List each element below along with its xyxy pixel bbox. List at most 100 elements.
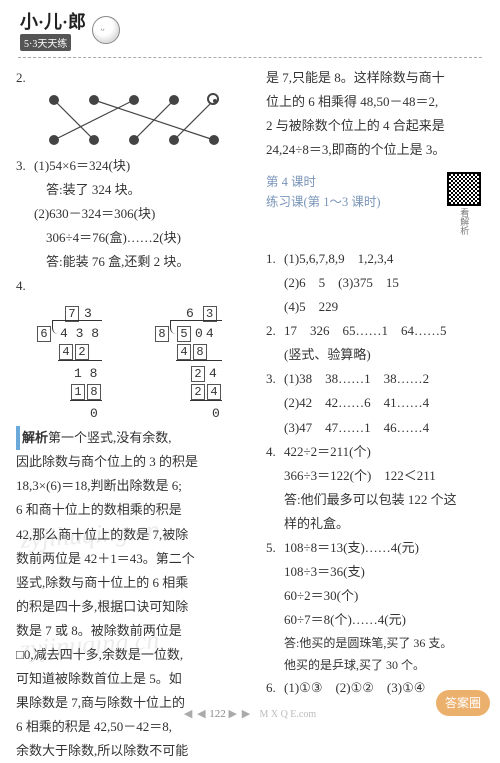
d2-u2: [190, 400, 222, 401]
d1-divisor: 6: [37, 326, 51, 342]
dots-diagram: [34, 92, 248, 148]
r-q4: 4.422÷2＝211(个) 366÷3＝122(个) 122＜211 答:他们…: [266, 440, 484, 536]
content-columns: 2. 3.(: [0, 66, 500, 763]
d2-dd2: 4: [206, 326, 214, 341]
d1-q2: 3: [84, 306, 92, 321]
cont-1: 位上的 6 相乘得 48,50－48＝2,: [266, 90, 484, 114]
d2-u1: [176, 360, 222, 361]
r-q3: 3.(1)38 38……1 38……2 (2)42 42……6 41……4 (3…: [266, 367, 484, 439]
d1-l30: 1: [71, 384, 85, 400]
ana-0: 第一个竖式,没有余数,: [48, 430, 172, 445]
page-header: 小·儿·郎 5·3天天练: [0, 0, 500, 55]
cartoon-icon: [92, 16, 120, 44]
d1-l20: 1: [74, 366, 82, 381]
r-q1: 1.(1)5,6,7,8,9 1,2,3,4 (2)6 5 (3)375 15 …: [266, 247, 484, 319]
r-q4-a: 422÷2＝211(个): [284, 444, 371, 459]
qr-block: 看解析: [444, 172, 484, 241]
ana-7: 的积是四十多,根据口诀可知除: [16, 595, 248, 619]
r-q5-e: 答:他买的是圆珠笔,买了 36 支。: [266, 632, 484, 654]
r-q2-label: 2.: [266, 319, 284, 343]
q3-p2a: 306÷4＝76(盒)……2(块): [16, 226, 248, 250]
q3-label: 3.: [16, 154, 34, 178]
r-q5-d: 60÷7＝8(个)……4(元): [266, 608, 484, 632]
q3-p2b: 答:能装 76 盒,还剩 2 块。: [16, 250, 248, 274]
footer-site: M X Q E.com: [259, 709, 316, 720]
d1-l31: 8: [87, 384, 101, 400]
dot-top-3: [129, 95, 139, 105]
d1-l21: 8: [90, 366, 98, 381]
r-q6-label: 6.: [266, 676, 284, 700]
ana-4: 42,那么商十位上的数是 7,被除: [16, 523, 248, 547]
d1-bracket: [52, 320, 58, 334]
d1-dd2: 8: [91, 326, 99, 341]
longdiv-1: 73 6 4 3 8 42 1 8 18 0: [34, 302, 124, 422]
d2-l30: 2: [191, 384, 205, 400]
d1-dd1: 3: [76, 326, 84, 341]
r-q1-a: (1)5,6,7,8,9 1,2,3,4: [284, 251, 393, 266]
d1-bar: [52, 320, 102, 321]
q3-p2: (2)630－324＝306(块): [16, 202, 248, 226]
dot-top-4: [169, 95, 179, 105]
r-q4-c: 答:他们最多可以包装 122 个这: [266, 488, 484, 512]
ana-5: 数前两位是 42＋1＝43。第二个: [16, 547, 248, 571]
r-q4-d: 样的礼盒。: [266, 512, 484, 536]
dot-top-1: [49, 95, 59, 105]
d2-l21: 4: [209, 366, 217, 381]
cont-0: 是 7,只能是 8。这样除数与商十: [266, 66, 484, 90]
logo-subtitle: 5·3天天练: [20, 34, 71, 51]
d2-l31: 4: [207, 384, 221, 400]
ana-9: □0,减去四十多,余数是一位数,: [16, 643, 248, 667]
d1-u1: [58, 360, 102, 361]
dot-bot-3: [129, 135, 139, 145]
r-q4-label: 4.: [266, 440, 284, 464]
d2-dd1: 0: [195, 326, 203, 341]
r-q5-label: 5.: [266, 536, 284, 560]
arrow-right-icon: ▶ ▶: [229, 708, 252, 720]
left-column: 2. 3.(: [16, 66, 248, 763]
d2-divisor: 8: [155, 326, 169, 342]
r-q1-label: 1.: [266, 247, 284, 271]
r-q4-b: 366÷3＝122(个) 122＜211: [266, 464, 484, 488]
r-q5: 5.108÷8＝13(支)……4(元) 108÷3＝36(支) 60÷2＝30(…: [266, 536, 484, 677]
r-q3-a: (1)38 38……1 38……2: [284, 371, 429, 386]
right-column: 是 7,只能是 8。这样除数与商十 位上的 6 相乘得 48,50－48＝2, …: [266, 66, 484, 763]
dot-bot-4: [169, 135, 179, 145]
r-q1-b: (2)6 5 (3)375 15: [266, 271, 484, 295]
r-q5-b: 108÷3＝36(支): [266, 560, 484, 584]
page-number: 122: [209, 708, 226, 720]
d1-l11: 2: [75, 344, 89, 360]
q3-p1a: 答:装了 324 块。: [16, 178, 248, 202]
stamp-badge: 答案圈: [436, 690, 490, 716]
ana-3: 6 和商十位上的数相乘的积是: [16, 498, 248, 522]
r-q6-a: (1)①③ (2)①② (3)①④: [284, 680, 425, 695]
ana-8: 数是 7 或 8。被除数前两位是: [16, 619, 248, 643]
d1-l4: 0: [90, 402, 98, 426]
q3: 3.(1)54×6＝324(块) 答:装了 324 块。 (2)630－324＝…: [16, 154, 248, 274]
dot-top-2: [89, 95, 99, 105]
ana-2: 18,3×(6)＝18,判断出除数是 6;: [16, 474, 248, 498]
long-division: 73 6 4 3 8 42 1 8 18 0 6 3 8: [34, 302, 248, 422]
q2: 2.: [16, 66, 248, 148]
d1-l10: 4: [59, 344, 73, 360]
r-q2: 2.17 326 65……1 64……5 (竖式、验算略): [266, 319, 484, 367]
r-q3-b: (2)42 42……6 41……4: [266, 391, 484, 415]
r-q5-a: 108÷8＝13(支)……4(元): [284, 540, 419, 555]
d1-dd0: 4: [60, 326, 68, 341]
cont-3: 24,24÷8＝3,即商的个位上是 3。: [266, 138, 484, 162]
d2-q1: 6: [186, 306, 194, 321]
r-q2-a: 17 326 65……1 64……5: [284, 323, 447, 338]
q4-label: 4.: [16, 274, 34, 298]
r-q2-b: (竖式、验算略): [266, 343, 484, 367]
ana-13: 余数大于除数,所以除数不可能: [16, 739, 248, 763]
d2-l11: 8: [193, 344, 207, 360]
ana-6: 竖式,除数与商十位上的 6 相乘: [16, 571, 248, 595]
q2-label: 2.: [16, 66, 34, 90]
dot-bot-1: [49, 135, 59, 145]
dot-bot-5: [209, 135, 219, 145]
r-q5-c: 60÷2＝30(个): [266, 584, 484, 608]
r-q1-c: (4)5 229: [266, 295, 484, 319]
arrow-left-icon: ◀ ◀: [184, 708, 207, 720]
d1-u2: [70, 400, 102, 401]
dot-bot-2: [89, 135, 99, 145]
footer: ◀ ◀ 122 ▶ ▶ M X Q E.com: [0, 707, 500, 720]
